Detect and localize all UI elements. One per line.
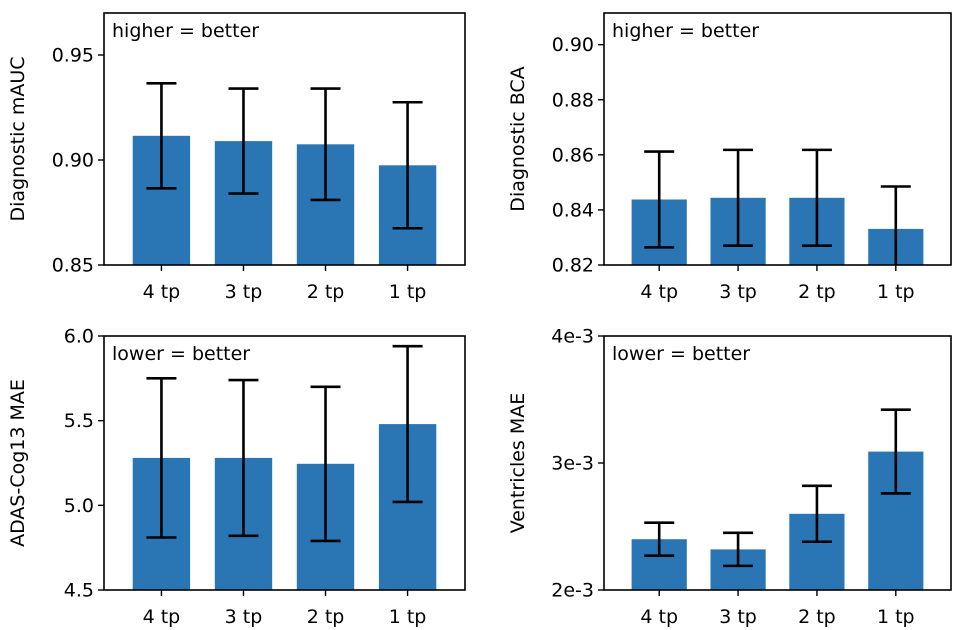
chart-bca-errorbar [801, 148, 832, 248]
chart-ventricles-xtick-label: 2 tp [798, 606, 836, 628]
chart-adas-xtick-label: 1 tp [389, 606, 427, 628]
chart-bca-annotation: higher = better [612, 20, 759, 42]
chart-adas-errorbar [228, 378, 259, 538]
chart-bca-xtick-label: 4 tp [640, 281, 678, 303]
chart-bca-errorbar [644, 150, 675, 249]
chart-ventricles-xtick-label: 1 tp [877, 606, 915, 628]
chart-adas-annotation: lower = better [112, 343, 250, 365]
chart-mauc-ytick-label: 0.95 [52, 45, 94, 67]
chart-adas-errorbar [392, 344, 423, 504]
chart-bca-ytick-label: 0.86 [552, 144, 594, 166]
chart-ventricles-ytick-label: 4e-3 [551, 326, 594, 348]
chart-bca-ytick-label: 0.88 [552, 89, 594, 111]
chart-adas-xtick-label: 2 tp [307, 606, 345, 628]
chart-mauc-errorbar [228, 87, 259, 195]
chart-mauc-xtick-label: 2 tp [307, 281, 345, 303]
chart-bca-errorbar [880, 185, 911, 265]
chart-bca-ytick-label: 0.84 [552, 199, 594, 221]
chart-ventricles-ytick-label: 2e-3 [551, 580, 594, 602]
chart-bca-xtick-label: 1 tp [877, 281, 915, 303]
chart-bca-frame [603, 12, 952, 266]
chart-adas-errorbar [310, 385, 341, 543]
chart-adas-frame [103, 335, 466, 591]
chart-adas-ylabel: ADAS-Cog13 MAE [7, 379, 29, 547]
chart-adas-ytick-label: 6.0 [64, 326, 94, 348]
chart-adas-ytick-label: 5.0 [64, 495, 94, 517]
chart-adas-xtick-label: 4 tp [143, 606, 181, 628]
chart-bca-xtick-label: 2 tp [798, 281, 836, 303]
chart-bca-ytick-label: 0.82 [552, 255, 594, 277]
chart-ventricles-errorbar [644, 521, 675, 558]
chart-adas: 4.5 5.0 5.5 6.0 4 tp 3 tp 2 tp 1 tp ADAS-Cog13 M… [7, 326, 466, 628]
chart-bca: 0.82 0.84 0.86 0.88 0.90 4 tp 3 tp 2 tp 1 tp Diag… [507, 12, 952, 303]
chart-mauc-xtick-label: 1 tp [389, 281, 427, 303]
chart-ventricles-errorbar [801, 484, 832, 544]
chart-ventricles-xtick-label: 3 tp [719, 606, 757, 628]
chart-ventricles-errorbar [723, 531, 754, 568]
chart-mauc-errorbar [392, 100, 423, 230]
chart-bca-ytick-label: 0.90 [552, 34, 594, 56]
chart-adas-xtick-label: 3 tp [225, 606, 263, 628]
chart-adas-ytick-label: 4.5 [64, 580, 94, 602]
chart-mauc: 0.85 0.90 0.95 4 tp 3 tp 2 tp 1 tp Diagnostic m… [7, 12, 466, 303]
chart-ventricles-errorbar [880, 408, 911, 495]
chart-mauc-errorbar [146, 82, 177, 190]
chart-mauc-errorbar [310, 87, 341, 202]
chart-mauc-frame [103, 12, 466, 266]
chart-mauc-annotation: higher = better [112, 20, 259, 42]
chart-adas-ytick-label: 5.5 [64, 410, 94, 432]
chart-bca-ylabel: Diagnostic BCA [507, 66, 529, 211]
chart-ventricles: 2e-3 3e-3 4e-3 4 tp 3 tp 2 tp 1 tp Ventricles M… [507, 326, 952, 628]
chart-mauc-ytick-label: 0.90 [52, 150, 94, 172]
chart-ventricles-ylabel: Ventricles MAE [507, 393, 529, 534]
chart-ventricles-ytick-label: 3e-3 [551, 453, 594, 475]
chart-bca-errorbar [723, 148, 754, 248]
chart-mauc-xtick-label: 4 tp [143, 281, 181, 303]
chart-ventricles-xtick-label: 4 tp [640, 606, 678, 628]
chart-ventricles-annotation: lower = better [612, 343, 750, 365]
chart-bca-xtick-label: 3 tp [719, 281, 757, 303]
chart-mauc-ylabel: Diagnostic mAUC [7, 56, 29, 221]
chart-adas-errorbar [146, 377, 177, 539]
chart-mauc-ytick-label: 0.85 [52, 255, 94, 277]
chart-mauc-xtick-label: 3 tp [225, 281, 263, 303]
